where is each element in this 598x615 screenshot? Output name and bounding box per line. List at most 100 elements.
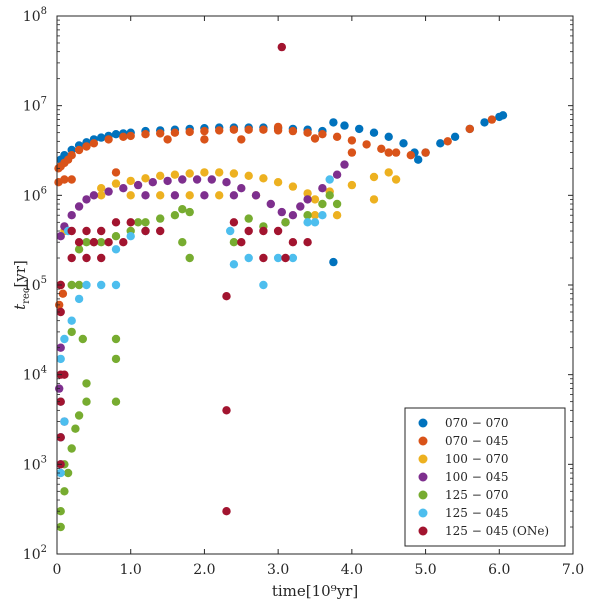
x-tick-label-7: 7.0 — [562, 562, 584, 578]
data-point-s4-12 — [178, 238, 187, 247]
data-point-s3-15 — [237, 184, 246, 193]
data-point-s3-21 — [296, 202, 305, 211]
data-point-s6-31 — [56, 397, 65, 406]
data-point-s4-32 — [67, 444, 76, 453]
data-point-s1-18 — [244, 125, 253, 134]
legend-label-5: 125 − 045 — [445, 506, 509, 520]
data-point-s3-0 — [56, 232, 65, 241]
legend-marker-6 — [418, 526, 428, 536]
y-tick-label-4: 106 — [23, 185, 47, 204]
data-point-s4-10 — [178, 205, 187, 214]
data-point-s6-18 — [273, 226, 283, 236]
data-point-s5-4 — [82, 280, 91, 290]
data-point-s5-3 — [74, 294, 84, 304]
data-point-s0-33 — [436, 139, 445, 148]
data-point-s6-32 — [56, 433, 65, 442]
data-point-s3-5 — [89, 191, 99, 200]
data-point-s1-25 — [347, 136, 357, 145]
data-point-s6-22 — [259, 253, 268, 263]
data-point-s4-27 — [78, 334, 88, 344]
data-point-s6-21 — [237, 238, 246, 247]
data-point-s4-14 — [281, 218, 290, 227]
data-point-s0-39 — [329, 257, 338, 267]
y-axis-label-main: t — [11, 303, 29, 310]
data-point-s1-44 — [111, 168, 121, 177]
data-point-s4-13 — [185, 253, 194, 263]
data-point-s2-25 — [185, 191, 194, 200]
data-point-s6-11 — [119, 238, 128, 247]
data-point-s3-11 — [178, 175, 187, 184]
marks-layer — [54, 42, 508, 532]
data-point-s1-7 — [89, 139, 99, 148]
data-point-s1-35 — [200, 135, 209, 144]
data-point-s0-24 — [329, 118, 338, 127]
legend-label-0: 070 − 070 — [445, 416, 509, 430]
x-tick-label-6: 6.0 — [488, 562, 510, 578]
data-point-s5-17 — [310, 218, 320, 227]
data-point-s6-5 — [126, 218, 135, 227]
data-point-s3-10 — [163, 176, 172, 186]
data-point-s5-23 — [56, 468, 65, 478]
data-point-s5-0 — [56, 354, 65, 364]
data-point-s1-12 — [156, 129, 165, 138]
data-point-s2-10 — [244, 171, 253, 180]
data-point-s6-30 — [60, 370, 69, 379]
data-point-s6-26 — [222, 507, 231, 516]
y-axis-label: trec[yr] — [11, 260, 32, 310]
data-point-s2-8 — [215, 168, 224, 177]
data-point-s2-24 — [156, 191, 165, 200]
data-point-s4-38 — [67, 327, 76, 337]
data-point-s4-35 — [56, 507, 65, 516]
y-axis-label-unit: [yr] — [11, 260, 29, 287]
x-tick-label-0: 0 — [53, 562, 62, 578]
data-point-s5-13 — [259, 280, 268, 290]
data-point-s6-12 — [67, 253, 76, 263]
data-point-s5-11 — [229, 260, 239, 269]
data-point-s1-19 — [259, 125, 268, 134]
legend-marker-1 — [418, 436, 428, 446]
data-point-s2-3 — [141, 174, 150, 183]
data-point-s4-4 — [111, 232, 121, 241]
data-point-s0-38 — [498, 111, 508, 120]
data-point-s1-13 — [170, 128, 180, 137]
data-point-s4-21 — [229, 238, 239, 247]
data-point-s1-23 — [318, 130, 327, 139]
y-axis-label-sub: rec — [21, 287, 32, 304]
y-tick-label-5: 107 — [23, 96, 47, 115]
data-point-s3-20 — [288, 211, 298, 220]
data-point-s2-22 — [97, 191, 106, 200]
data-point-s4-29 — [82, 397, 91, 406]
x-tick-label-3: 3.0 — [267, 562, 289, 578]
data-point-s1-43 — [67, 175, 76, 184]
data-point-s6-15 — [229, 218, 239, 227]
data-point-s2-23 — [126, 191, 135, 200]
data-point-s3-23 — [318, 184, 327, 193]
data-point-s5-2 — [67, 316, 76, 325]
x-axis-label: time[10⁹yr] — [272, 582, 358, 600]
legend-label-6: 125 − 045 (ONe) — [445, 524, 549, 538]
data-point-s3-2 — [67, 211, 76, 220]
data-point-s0-25 — [340, 121, 349, 130]
data-point-s0-28 — [384, 132, 393, 141]
data-point-s3-26 — [141, 191, 150, 200]
data-point-s1-9 — [119, 132, 128, 141]
data-point-s6-20 — [303, 238, 312, 247]
data-point-s1-37 — [273, 122, 283, 132]
data-point-s4-17 — [325, 191, 334, 200]
legend-label-1: 070 − 045 — [445, 434, 509, 448]
data-point-s3-14 — [222, 178, 231, 187]
data-point-s1-31 — [443, 137, 452, 146]
data-point-s2-11 — [259, 174, 268, 183]
data-point-s1-34 — [163, 135, 172, 144]
data-point-s4-31 — [71, 424, 80, 433]
data-point-s2-26 — [215, 191, 224, 200]
data-point-s4-34 — [60, 487, 69, 496]
data-point-s1-28 — [391, 148, 401, 157]
data-point-s0-8 — [111, 130, 121, 139]
data-point-s3-9 — [148, 178, 157, 187]
x-tick-label-2: 2.0 — [193, 562, 215, 578]
data-point-s4-18 — [332, 199, 342, 209]
ticks-layer: 0 1.0 2.0 3.0 4.0 5.0 6.0 7.0 102 103 104 105 106 107… — [23, 6, 584, 578]
legend-marker-2 — [418, 454, 428, 464]
